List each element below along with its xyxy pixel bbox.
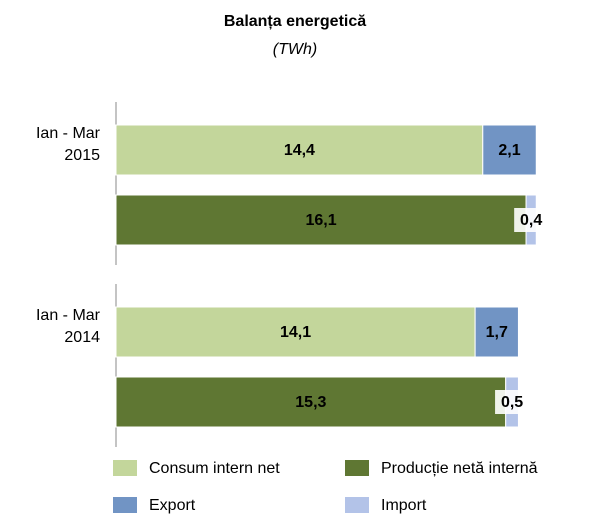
bar-segment <box>482 124 537 176</box>
value-label: 16,1 <box>305 212 336 229</box>
chart-subtitle: (TWh) <box>273 41 317 58</box>
legend-swatch <box>345 460 369 476</box>
value-label: 2,1 <box>498 142 520 159</box>
bar-segment <box>115 306 476 358</box>
legend-swatch <box>345 497 369 513</box>
value-label: 0,4 <box>520 212 542 229</box>
label-box <box>495 390 530 414</box>
bar-segment <box>474 306 519 358</box>
category-label: Ian - Mar 2015 <box>35 125 100 164</box>
bar-segment <box>115 376 507 428</box>
label-box <box>514 208 549 232</box>
bar-segment <box>115 124 484 176</box>
value-label: 0,5 <box>501 394 523 411</box>
legend-swatch <box>113 497 137 513</box>
value-label: 1,7 <box>486 324 508 341</box>
value-label: 14,4 <box>284 142 315 159</box>
bar-segment <box>115 194 527 246</box>
value-label: 15,3 <box>295 394 326 411</box>
legend-label: Consum intern net <box>149 460 280 477</box>
legend-label: Export <box>149 497 196 514</box>
category-label: Ian - Mar 2014 <box>35 307 100 346</box>
chart-title: Balanța energetică <box>224 13 366 30</box>
legend-swatch <box>113 460 137 476</box>
value-label: 14,1 <box>280 324 311 341</box>
legend-label: Import <box>381 497 427 514</box>
legend-label: Producție netă internă <box>381 460 538 477</box>
